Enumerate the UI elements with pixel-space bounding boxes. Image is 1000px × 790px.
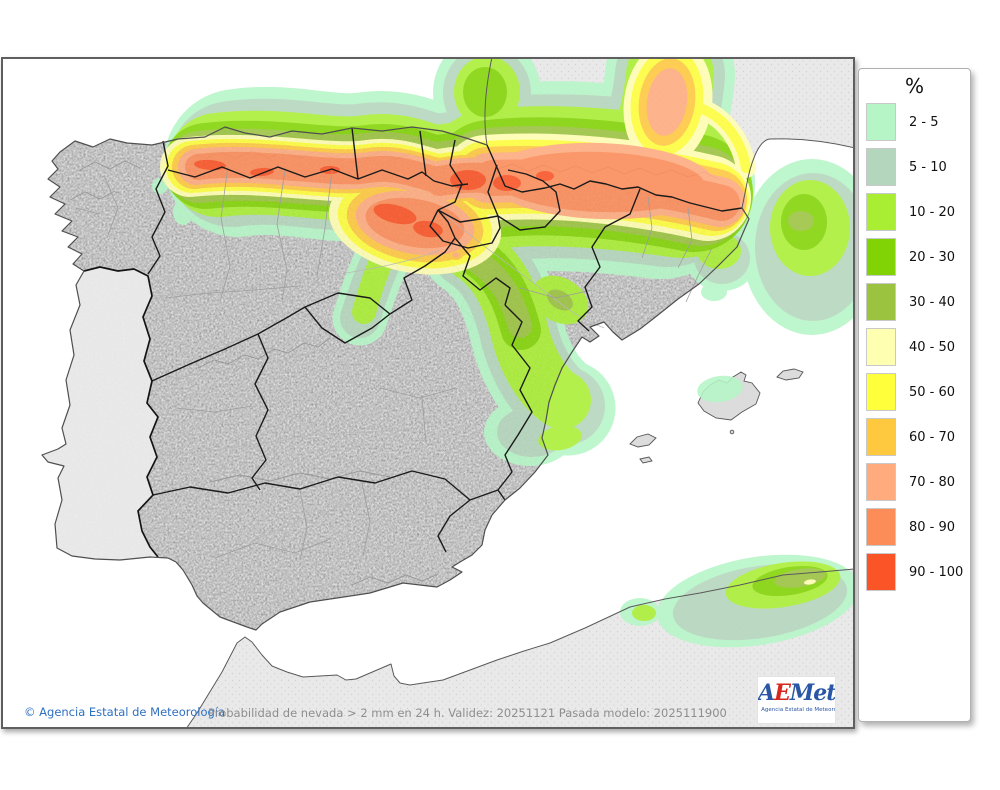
legend-label: 60 - 70 <box>909 429 956 445</box>
aemet-logo: AEMet Agencia Estatal de Meteorología <box>757 676 836 724</box>
legend-swatch <box>866 193 896 231</box>
map-frame <box>1 57 855 729</box>
aemet-letter-a: A <box>758 680 775 706</box>
legend-swatch <box>866 418 896 456</box>
legend-title: % <box>904 74 924 98</box>
legend-label: 40 - 50 <box>909 339 956 355</box>
aemet-letters-met: Met <box>789 680 836 706</box>
aemet-wordmark: AEMet <box>758 680 835 706</box>
legend-label: 50 - 60 <box>909 384 956 400</box>
legend-entry: 80 - 90 <box>866 508 970 546</box>
legend-entry: 5 - 10 <box>866 148 970 186</box>
legend-swatch <box>866 238 896 276</box>
legend-entry: 70 - 80 <box>866 463 970 501</box>
probability-bands <box>152 59 853 648</box>
aemet-logo-caption: Agencia Estatal de Meteorología <box>761 706 835 713</box>
legend-swatch <box>866 103 896 141</box>
legend-label: 30 - 40 <box>909 294 956 310</box>
legend-entry: 90 - 100 <box>866 553 970 591</box>
aemet-letter-e: E <box>774 680 791 706</box>
region-boundaries <box>147 127 641 553</box>
footer-description: Probabilidad de nevada > 2 mm en 24 h. V… <box>208 706 727 720</box>
legend-label: 70 - 80 <box>909 474 956 490</box>
legend-rows: 2 - 5 5 - 10 10 - 20 20 - 30 30 - 40 40 - 50 5… <box>859 103 970 591</box>
legend-swatch <box>866 553 896 591</box>
coastlines <box>41 59 853 727</box>
legend-entry: 10 - 20 <box>866 193 970 231</box>
portugal-border <box>83 266 159 558</box>
legend-swatch <box>866 283 896 321</box>
france-border <box>486 144 743 212</box>
legend-entry: 50 - 60 <box>866 373 970 411</box>
land-portugal <box>42 267 158 560</box>
legend-label: 5 - 10 <box>909 159 947 175</box>
legend-entry: 30 - 40 <box>866 283 970 321</box>
legend-swatch <box>866 508 896 546</box>
province-boundaries <box>75 165 713 561</box>
legend-swatch <box>866 328 896 366</box>
legend-entry: 60 - 70 <box>866 418 970 456</box>
map-canvas <box>3 59 853 727</box>
legend-swatch <box>866 148 896 186</box>
legend-entry: 2 - 5 <box>866 103 970 141</box>
legend-label: 90 - 100 <box>909 564 964 580</box>
copyright-text: © Agencia Estatal de Meteorología <box>24 705 226 719</box>
legend-label: 10 - 20 <box>909 204 956 220</box>
legend-swatch <box>866 463 896 501</box>
legend-swatch <box>866 373 896 411</box>
legend-label: 20 - 30 <box>909 249 956 265</box>
legend-label: 2 - 5 <box>909 114 939 130</box>
legend-label: 80 - 90 <box>909 519 956 535</box>
legend-entry: 20 - 30 <box>866 238 970 276</box>
legend-entry: 40 - 50 <box>866 328 970 366</box>
legend-panel: % 2 - 5 5 - 10 10 - 20 20 - 30 30 - 40 40 - 5… <box>858 68 971 722</box>
rivers <box>151 209 605 571</box>
